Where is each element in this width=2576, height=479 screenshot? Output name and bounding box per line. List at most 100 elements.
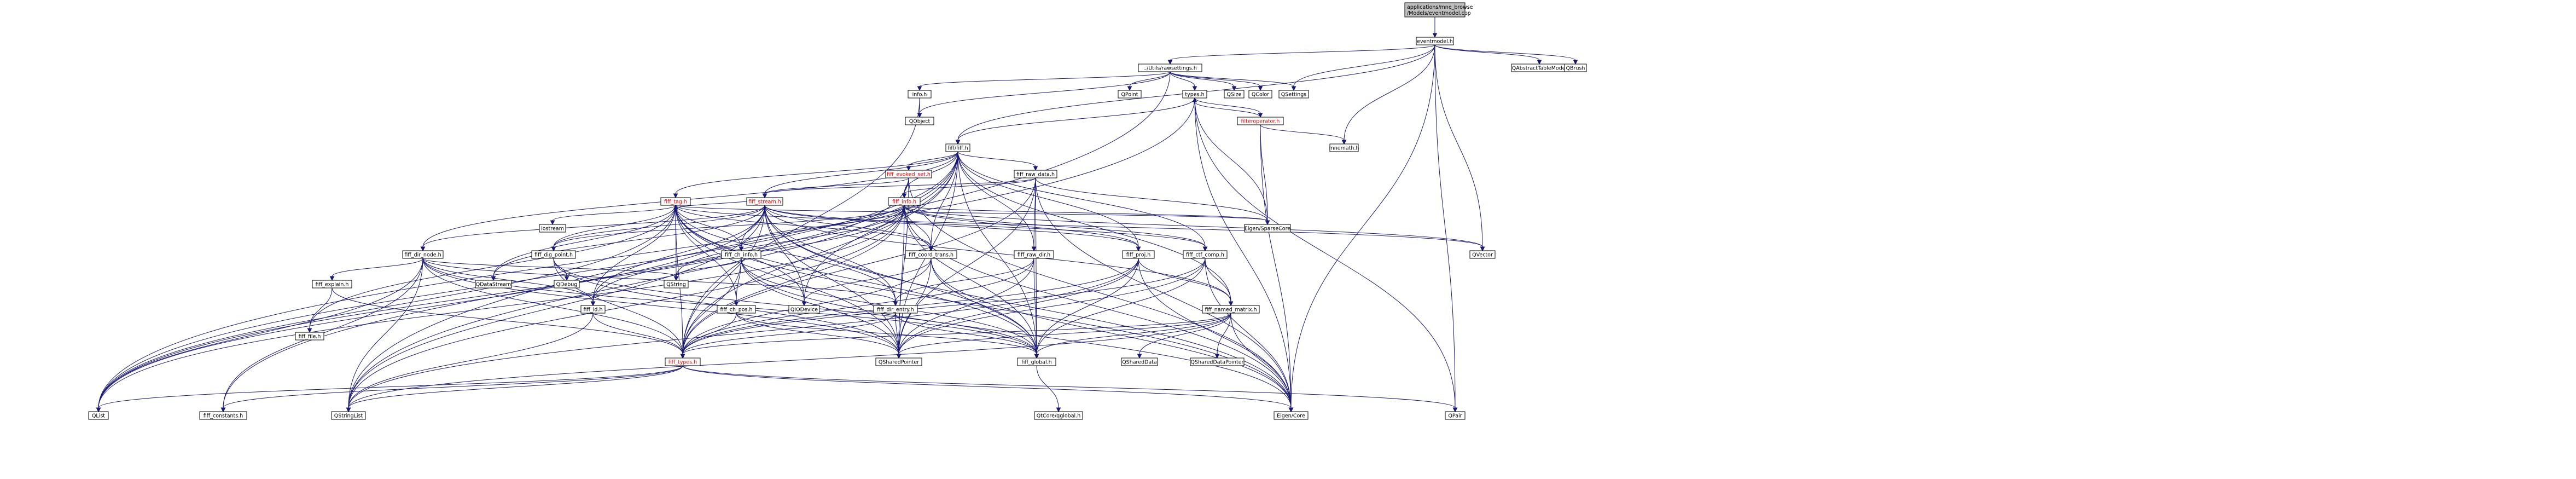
node-label: fiff_constants.h [203,413,243,419]
node-fiff-tag-h[interactable]: fiff_tag.h [660,197,691,206]
node-label: fiff_types.h [668,360,697,366]
dependency-edge [680,313,1231,359]
node-fiff-dir-node-h[interactable]: fiff_dir_node.h [402,250,444,259]
node-label: QSharedData [1122,360,1157,366]
node-qsettings[interactable]: QSettings [1278,90,1309,99]
dependency-edge [1260,124,1347,145]
node-rawsettings-h[interactable]: ../Utils/rawsettings.h [1138,64,1202,72]
node-fiff-raw-dir-h[interactable]: fiff_raw_dir.h [1014,250,1054,259]
node-label: applications/mne_browse [1407,4,1473,10]
node-fiff-proj-h[interactable]: fiff_proj.h [1122,250,1155,259]
dependency-edge [346,205,765,413]
dependency-edge [1035,177,1270,226]
dependency-edge [550,205,676,226]
node-label: QPair [1448,413,1462,419]
dependency-edge [1192,97,1261,118]
node-label: QString [666,282,686,288]
node-qcolor[interactable]: QColor [1248,90,1272,99]
dependency-edge [346,258,1139,413]
dependency-edge [1434,44,1542,65]
node-label: QStringList [334,413,363,419]
node-label: fiff_evoked_set.h [887,172,931,178]
node-label: /Models/eventmodel.cpp [1407,10,1471,16]
node-root[interactable]: applications/mne_browse/Models/eventmode… [1404,2,1473,18]
node-qvector[interactable]: QVector [1469,250,1496,259]
node-types-h[interactable]: types.h [1182,90,1207,99]
dependency-edge [957,151,1037,252]
node-label: QPoint [1121,92,1138,98]
dependency-edge [673,258,742,281]
dependency-edge [1214,313,1231,359]
dependency-edge [329,258,423,281]
dependency-edge [957,151,1038,171]
node-fiff-named-matrix-h[interactable]: fiff_named_matrix.h [1202,305,1260,314]
node-fiff-info-h[interactable]: fiff_info.h [888,197,921,206]
dependency-edge [1035,177,1294,413]
node-fiff-raw-data-h[interactable]: fiff_raw_data.h [1014,170,1057,178]
node-label: fiff_file.h [299,334,321,340]
dependency-edge [1194,97,1263,118]
node-mnemath-h[interactable]: mnemath.h [1329,143,1359,152]
node-qshareddatapointer[interactable]: QSharedDataPointer [1190,357,1245,366]
node-fiff-ch-info-h[interactable]: fiff_ch_info.h [721,250,761,259]
dependency-edge [957,151,1234,307]
dependency-edge [673,151,958,199]
node-fiff-dir-entry-h[interactable]: fiff_dir_entry.h [873,305,918,314]
node-qstringlist[interactable]: QStringList [331,411,366,420]
node-qstring[interactable]: QString [664,280,689,288]
node-qdatastream[interactable]: QDataStream [475,280,512,288]
node-qdebug[interactable]: QDebug [554,280,580,288]
dependency-edge [1288,44,1435,413]
dependency-edge [1170,71,1197,91]
node-fiff-coord-trans-h[interactable]: fiff_coord_trans.h [905,250,957,259]
node-label: fiff_global.h [1021,360,1051,366]
node-eigen-core[interactable]: Eigen/Core [1274,411,1309,420]
node-fiff-explain-h[interactable]: fiff_explain.h [312,280,352,288]
dependency-edge [551,205,765,252]
node-info-h[interactable]: info.h [908,90,932,99]
node-qpair[interactable]: QPair [1445,411,1466,420]
node-qsize[interactable]: QSize [1224,90,1245,99]
node-label: fiff_dig_point.h [534,252,573,258]
node-qbrush[interactable]: QBrush [1564,64,1587,72]
node-eigen-sparsecore[interactable]: Eigen/SparseCore [1244,224,1291,233]
node-eventmodel-h[interactable]: eventmodel.h [1416,37,1454,45]
node-fiff-evoked-set-h[interactable]: fiff_evoked_set.h [885,170,932,178]
node-filteroperator-h[interactable]: filteroperator.h [1237,117,1284,125]
node-label: QIODevice [790,307,818,313]
node-label: QBrush [1566,66,1585,72]
dependency-edge [1432,17,1438,38]
node-label: Eigen/SparseCore [1245,226,1290,232]
node-qiodevice[interactable]: QIODevice [788,305,820,314]
node-fiff-ctf-comp-h[interactable]: fiff_ctf_comp.h [1183,250,1228,259]
node-label: mnemath.h [1329,146,1359,152]
dependency-edge [1291,44,1435,91]
node-label: iostream [541,226,564,232]
node-fiff-file-h[interactable]: fiff_file.h [295,332,324,341]
node-fiff-constants-h[interactable]: fiff_constants.h [199,411,247,420]
node-fiff-dig-point-h[interactable]: fiff_dig_point.h [531,250,576,259]
node-label: fiff_coord_trans.h [909,252,953,258]
node-fiff-stream-h[interactable]: fiff_stream.h [746,197,783,206]
node-label: fiff_tag.h [664,199,687,205]
node-label: QVector [1472,252,1493,258]
node-qabstracttablemodel[interactable]: QAbstractTableModel [1511,64,1568,72]
node-qsharedpointer[interactable]: QSharedPointer [875,357,922,366]
node-qlist[interactable]: QList [88,411,109,420]
node-label: QSettings [1281,92,1306,98]
node-fiff-ch-pos-h[interactable]: fiff_ch_pos.h [717,305,756,314]
node-label: QAbstractTableModel [1512,66,1567,72]
node-fiff-h[interactable]: fiff/fiff.h [945,143,970,152]
dependency-edge [957,151,1141,252]
node-qtcore-qtglobal[interactable]: QtCore/qglobal.h [1034,411,1083,420]
node-qshareddata[interactable]: QSharedData [1121,357,1158,366]
node-qpoint[interactable]: QPoint [1118,90,1142,99]
node-fiff-types-h[interactable]: fiff_types.h [665,357,701,366]
node-label: fiff_named_matrix.h [1205,307,1257,313]
node-fiff-id-h[interactable]: fiff_id.h [580,305,606,314]
node-iostream[interactable]: iostream [539,224,566,233]
graph-nodes: applications/mne_browse/Models/eventmode… [88,2,1587,420]
node-fiff-global-h[interactable]: fiff_global.h [1017,357,1056,366]
node-qobject[interactable]: QObject [905,117,934,125]
node-label: fiff_dir_node.h [404,252,441,258]
